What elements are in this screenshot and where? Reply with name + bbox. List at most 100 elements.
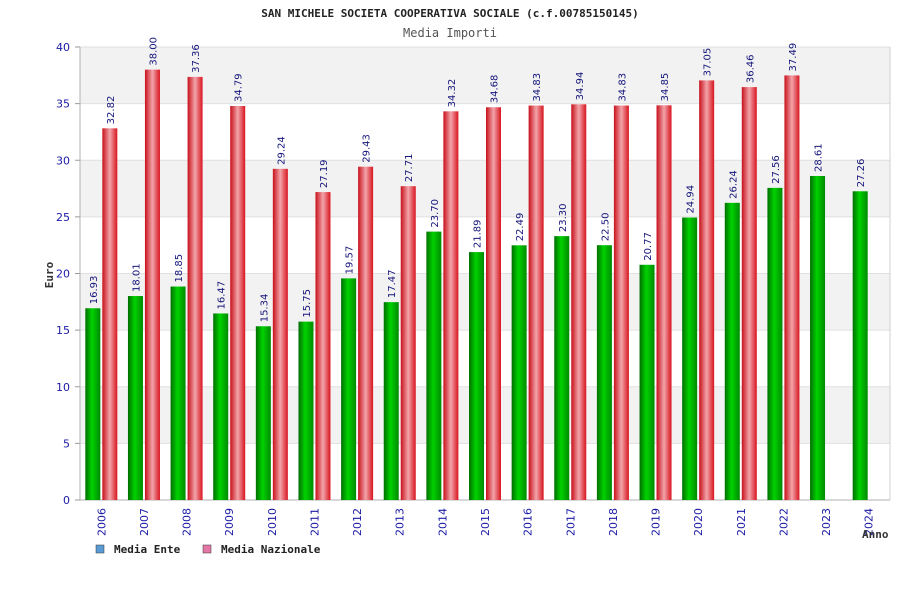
x-tick-label: 2017: [564, 508, 577, 536]
legend: Media Ente Media Nazionale: [95, 543, 321, 556]
data-label: 38.00: [148, 37, 159, 66]
data-label: 34.68: [490, 75, 501, 104]
data-label: 29.43: [362, 134, 373, 163]
y-tick-label: 25: [56, 211, 70, 224]
bar-media-ente: [255, 326, 271, 500]
bar-media-ente: [170, 286, 186, 500]
bar-media-nazionale: [230, 106, 246, 501]
bar-media-nazionale: [486, 107, 501, 501]
data-label: 21.89: [473, 219, 484, 248]
data-label: 27.71: [404, 154, 415, 183]
data-label: 27.56: [771, 155, 782, 184]
data-label: 17.47: [387, 270, 398, 299]
x-axis-label: Anno: [862, 528, 889, 541]
data-label: 34.83: [617, 73, 628, 102]
bar-media-ente: [213, 313, 229, 500]
data-label: 34.85: [660, 73, 671, 102]
data-label: 34.83: [532, 73, 543, 102]
y-tick-label: 35: [56, 98, 70, 111]
y-tick-label: 20: [56, 268, 70, 281]
data-label: 37.36: [191, 44, 202, 73]
x-tick-label: 2020: [692, 508, 705, 536]
data-label: 34.79: [234, 73, 245, 102]
chart-subtitle: Media Importi: [403, 26, 497, 40]
bar-media-nazionale: [102, 128, 118, 500]
data-label: 36.46: [745, 54, 756, 83]
x-tick-label: 2024: [863, 508, 876, 536]
data-labels: 16.93 18.01 18.85 16.47 15.34 15.75 19.57 17.47…: [89, 37, 867, 322]
data-label: 15.75: [302, 289, 313, 318]
x-tick-label: 2022: [777, 508, 790, 536]
data-label: 18.01: [131, 263, 142, 292]
x-tick-label: 2015: [479, 508, 492, 536]
bar-media-nazionale: [315, 192, 331, 501]
legend-swatch-media-ente: [95, 544, 105, 554]
bar-media-nazionale: [443, 111, 459, 501]
bar-media-nazionale: [784, 75, 800, 500]
data-label: 18.85: [174, 254, 185, 283]
bar-media-ente: [127, 296, 143, 500]
data-label: 34.32: [447, 79, 458, 108]
x-tick-label: 2008: [181, 508, 194, 536]
y-tick-label: 40: [56, 41, 70, 54]
bar-media-ente: [682, 217, 698, 500]
bar-media-nazionale: [400, 186, 416, 500]
bar-media-nazionale: [741, 87, 757, 500]
bar-media-ente: [469, 252, 484, 500]
x-tick-label: 2012: [351, 508, 364, 536]
legend-swatch-media-nazionale: [202, 544, 212, 554]
x-tick-label: 2013: [394, 508, 407, 536]
x-tick-label: 2014: [436, 508, 449, 536]
data-label: 37.49: [788, 43, 799, 72]
data-label: 20.77: [643, 232, 654, 261]
bar-media-nazionale: [613, 105, 629, 501]
bar-media-nazionale: [528, 105, 544, 501]
data-label: 22.49: [515, 213, 526, 242]
bar-media-nazionale: [272, 168, 288, 500]
bar-media-nazionale: [571, 104, 587, 500]
y-axis-label: Euro: [43, 261, 56, 288]
x-tick-label: 2010: [266, 508, 279, 536]
x-tick-label: 2016: [522, 508, 535, 536]
bar-media-nazionale: [144, 69, 160, 501]
chart-title: SAN MICHELE SOCIETA COOPERATIVA SOCIALE …: [261, 7, 639, 20]
x-tick-label: 2006: [95, 508, 108, 536]
bar-media-ente: [810, 175, 826, 500]
bar-media-nazionale: [358, 166, 374, 500]
data-label: 19.57: [345, 246, 356, 275]
legend-label-media-ente: Media Ente: [114, 543, 181, 556]
bar-media-ente: [852, 191, 868, 500]
data-label: 27.26: [856, 159, 867, 188]
x-tick-label: 2019: [650, 508, 663, 536]
x-tick-label: 2021: [735, 508, 748, 536]
bar-media-nazionale: [187, 76, 203, 500]
y-tick-label: 10: [56, 381, 70, 394]
data-label: 16.93: [89, 276, 100, 305]
data-label: 16.47: [217, 281, 228, 310]
bar-media-ente: [298, 321, 314, 500]
data-label: 29.24: [276, 136, 287, 165]
bar-media-nazionale: [656, 105, 672, 500]
bar-media-ente: [85, 308, 101, 500]
data-label: 26.24: [728, 170, 739, 199]
x-axis-ticks: 2006 2007 2008 2009 2010 2011 2012 2013 2014 2015…: [95, 508, 875, 536]
data-label: 22.50: [600, 213, 611, 242]
y-axis-ticks: 0 5 10 15 20 25 30 35 40: [56, 41, 70, 507]
data-label: 23.70: [430, 199, 441, 228]
y-tick-label: 30: [56, 154, 70, 167]
x-tick-label: 2009: [223, 508, 236, 536]
bar-media-ente: [724, 202, 740, 500]
bar-media-ente: [767, 187, 783, 500]
bar-media-ente: [554, 236, 570, 500]
bar-series: [85, 69, 868, 501]
data-label: 15.34: [259, 294, 270, 323]
y-tick-label: 0: [63, 494, 70, 507]
data-label: 37.05: [703, 48, 714, 77]
bar-media-nazionale: [699, 80, 715, 500]
bar-media-ente: [383, 302, 399, 500]
x-tick-label: 2011: [308, 508, 321, 536]
bar-media-ente: [341, 278, 357, 500]
data-label: 34.94: [575, 72, 586, 101]
data-label: 32.82: [106, 96, 117, 125]
